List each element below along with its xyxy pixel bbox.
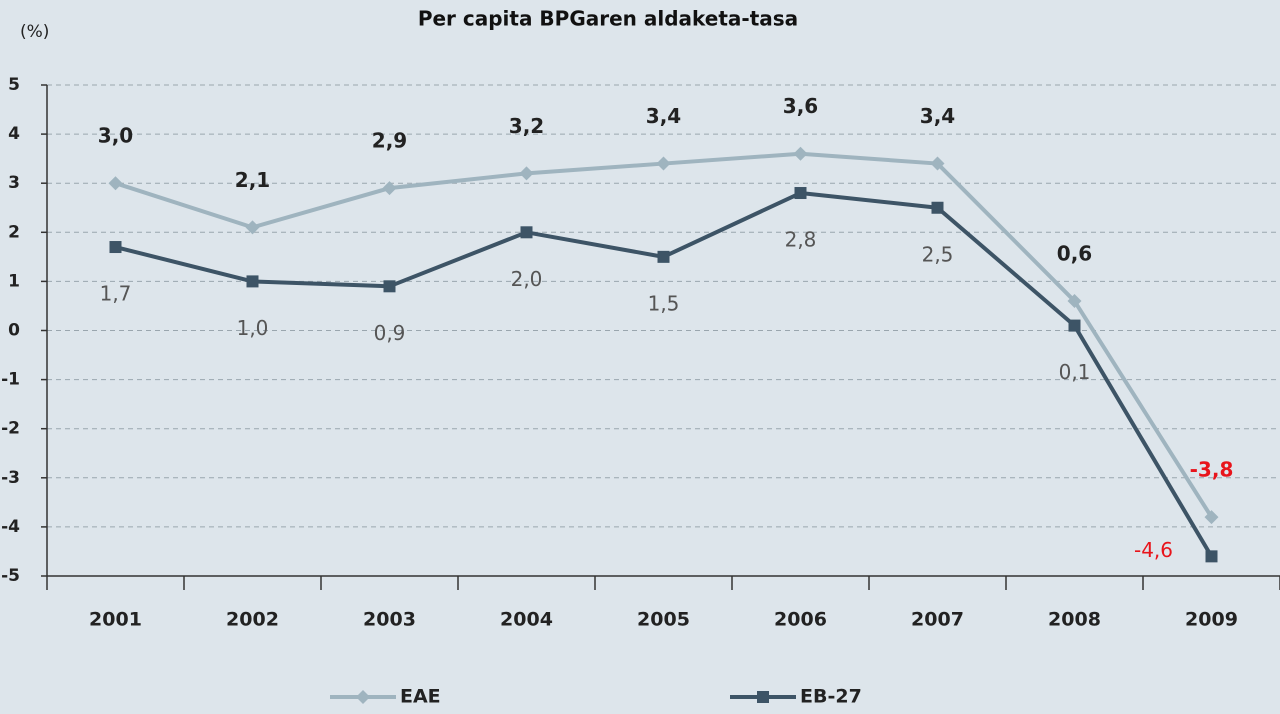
data-label: 0,1: [1059, 360, 1091, 384]
x-tick-label: 2006: [774, 609, 827, 631]
y-tick-label: -3: [1, 468, 20, 488]
data-label: 1,7: [100, 282, 132, 306]
series-line: [115, 191, 1214, 558]
data-point: [382, 181, 397, 196]
data-point: [931, 201, 944, 214]
data-label: 3,2: [509, 114, 544, 138]
data-label: 1,0: [237, 316, 269, 340]
data-point: [656, 156, 671, 171]
legend-label: EAE: [400, 686, 441, 708]
y-tick-label: 0: [8, 321, 20, 341]
x-tick-label: 2008: [1048, 609, 1101, 631]
data-label: -3,8: [1190, 458, 1234, 482]
data-label: 3,4: [646, 104, 681, 128]
data-label: 2,5: [922, 242, 954, 266]
y-tick-label: 4: [8, 124, 20, 144]
y-tick-label: -5: [1, 566, 20, 586]
y-tick-label: 2: [8, 222, 20, 242]
x-tick-label: 2004: [500, 609, 553, 631]
y-tick-label: -4: [1, 517, 20, 537]
data-point: [1067, 294, 1082, 309]
data-point: [794, 187, 807, 200]
data-point: [246, 275, 259, 288]
data-point: [1068, 319, 1081, 332]
data-label: -4,6: [1134, 538, 1173, 562]
data-label: 0,9: [374, 321, 406, 345]
data-point: [519, 166, 534, 181]
data-point: [383, 280, 396, 293]
data-label: 2,9: [372, 129, 407, 153]
x-tick-label: 2003: [363, 609, 416, 631]
legend-marker: [757, 691, 769, 703]
y-tick-label: 1: [8, 271, 20, 291]
data-label: 3,0: [98, 124, 133, 148]
y-tick-label: -2: [1, 419, 20, 439]
data-point: [109, 241, 122, 254]
x-tick-label: 2002: [226, 609, 279, 631]
data-label: 2,0: [511, 267, 543, 291]
y-tick-label: -1: [1, 370, 20, 390]
data-label: 0,6: [1057, 242, 1092, 266]
data-label: 3,4: [920, 104, 955, 128]
data-point: [245, 220, 260, 235]
legend-label: EB-27: [800, 686, 862, 708]
series-line: [114, 151, 1214, 519]
x-tick-label: 2009: [1185, 609, 1238, 631]
data-label: 2,8: [785, 228, 817, 252]
y-tick-label: 5: [8, 75, 20, 95]
data-point: [930, 156, 945, 171]
data-label: 1,5: [648, 291, 680, 315]
legend-marker: [356, 690, 370, 704]
y-axis-label: (%): [20, 22, 49, 42]
data-point: [793, 146, 808, 161]
x-tick-label: 2005: [637, 609, 690, 631]
data-point: [1204, 510, 1219, 525]
x-tick-label: 2001: [89, 609, 142, 631]
data-point: [657, 250, 670, 263]
y-tick-label: 3: [8, 173, 20, 193]
data-label: 2,1: [235, 168, 270, 192]
data-point: [1205, 550, 1218, 563]
data-point: [108, 176, 123, 191]
chart-title: Per capita BPGaren aldaketa-tasa: [418, 7, 798, 31]
data-label: 3,6: [783, 94, 818, 118]
data-point: [520, 226, 533, 239]
x-tick-label: 2007: [911, 609, 964, 631]
